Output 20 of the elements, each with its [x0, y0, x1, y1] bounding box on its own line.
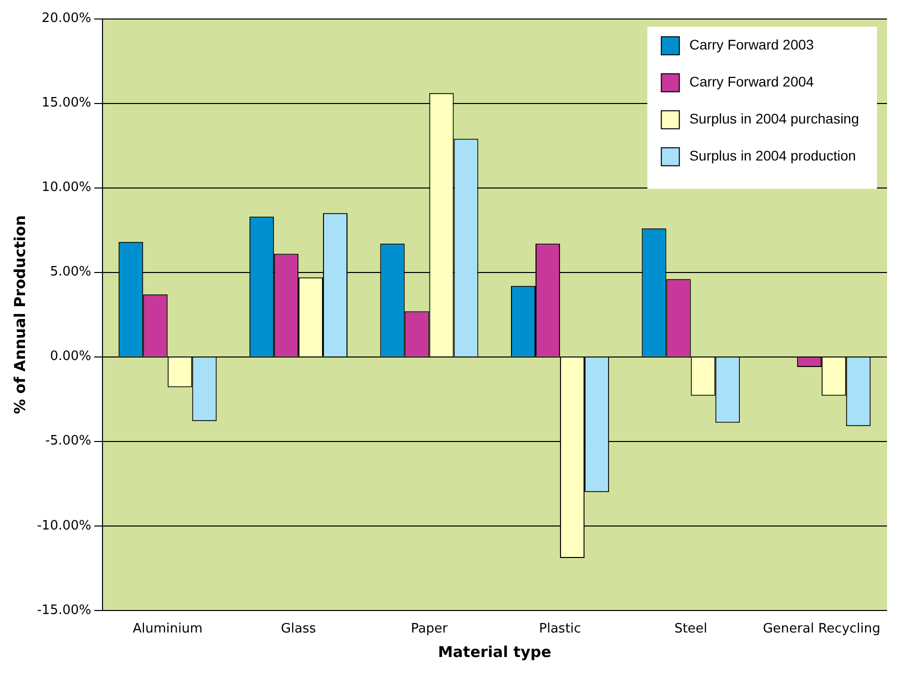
x-tick-label: Aluminium [132, 622, 203, 637]
y-tick-label: -10.00% [36, 518, 92, 534]
y-tick-label: 15.00% [42, 96, 92, 111]
y-tick-label: 5.00% [50, 264, 92, 280]
y-tick-label: -15.00% [36, 602, 92, 618]
y-axis-title: % of Annual Production [10, 215, 29, 414]
legend-label: Surplus in 2004 production [689, 148, 856, 164]
y-tick-label: 20.00% [42, 11, 92, 26]
x-axis-title: Material type [438, 642, 552, 661]
y-tick-label: -5.00% [45, 434, 92, 449]
x-tick-label: Plastic [539, 622, 582, 637]
legend-label: Carry Forward 2003 [689, 36, 814, 53]
y-tick-label: 0.00% [50, 349, 92, 364]
x-tick-label: General Recycling [762, 622, 880, 637]
legend-label: Surplus in 2004 purchasing [689, 110, 860, 127]
legend-label: Carry Forward 2004 [689, 74, 814, 90]
x-tick-label: Paper [410, 622, 448, 637]
x-tick-label: Glass [280, 622, 316, 637]
x-tick-label: Steel [674, 622, 708, 637]
y-tick-label: 10.00% [42, 180, 92, 196]
